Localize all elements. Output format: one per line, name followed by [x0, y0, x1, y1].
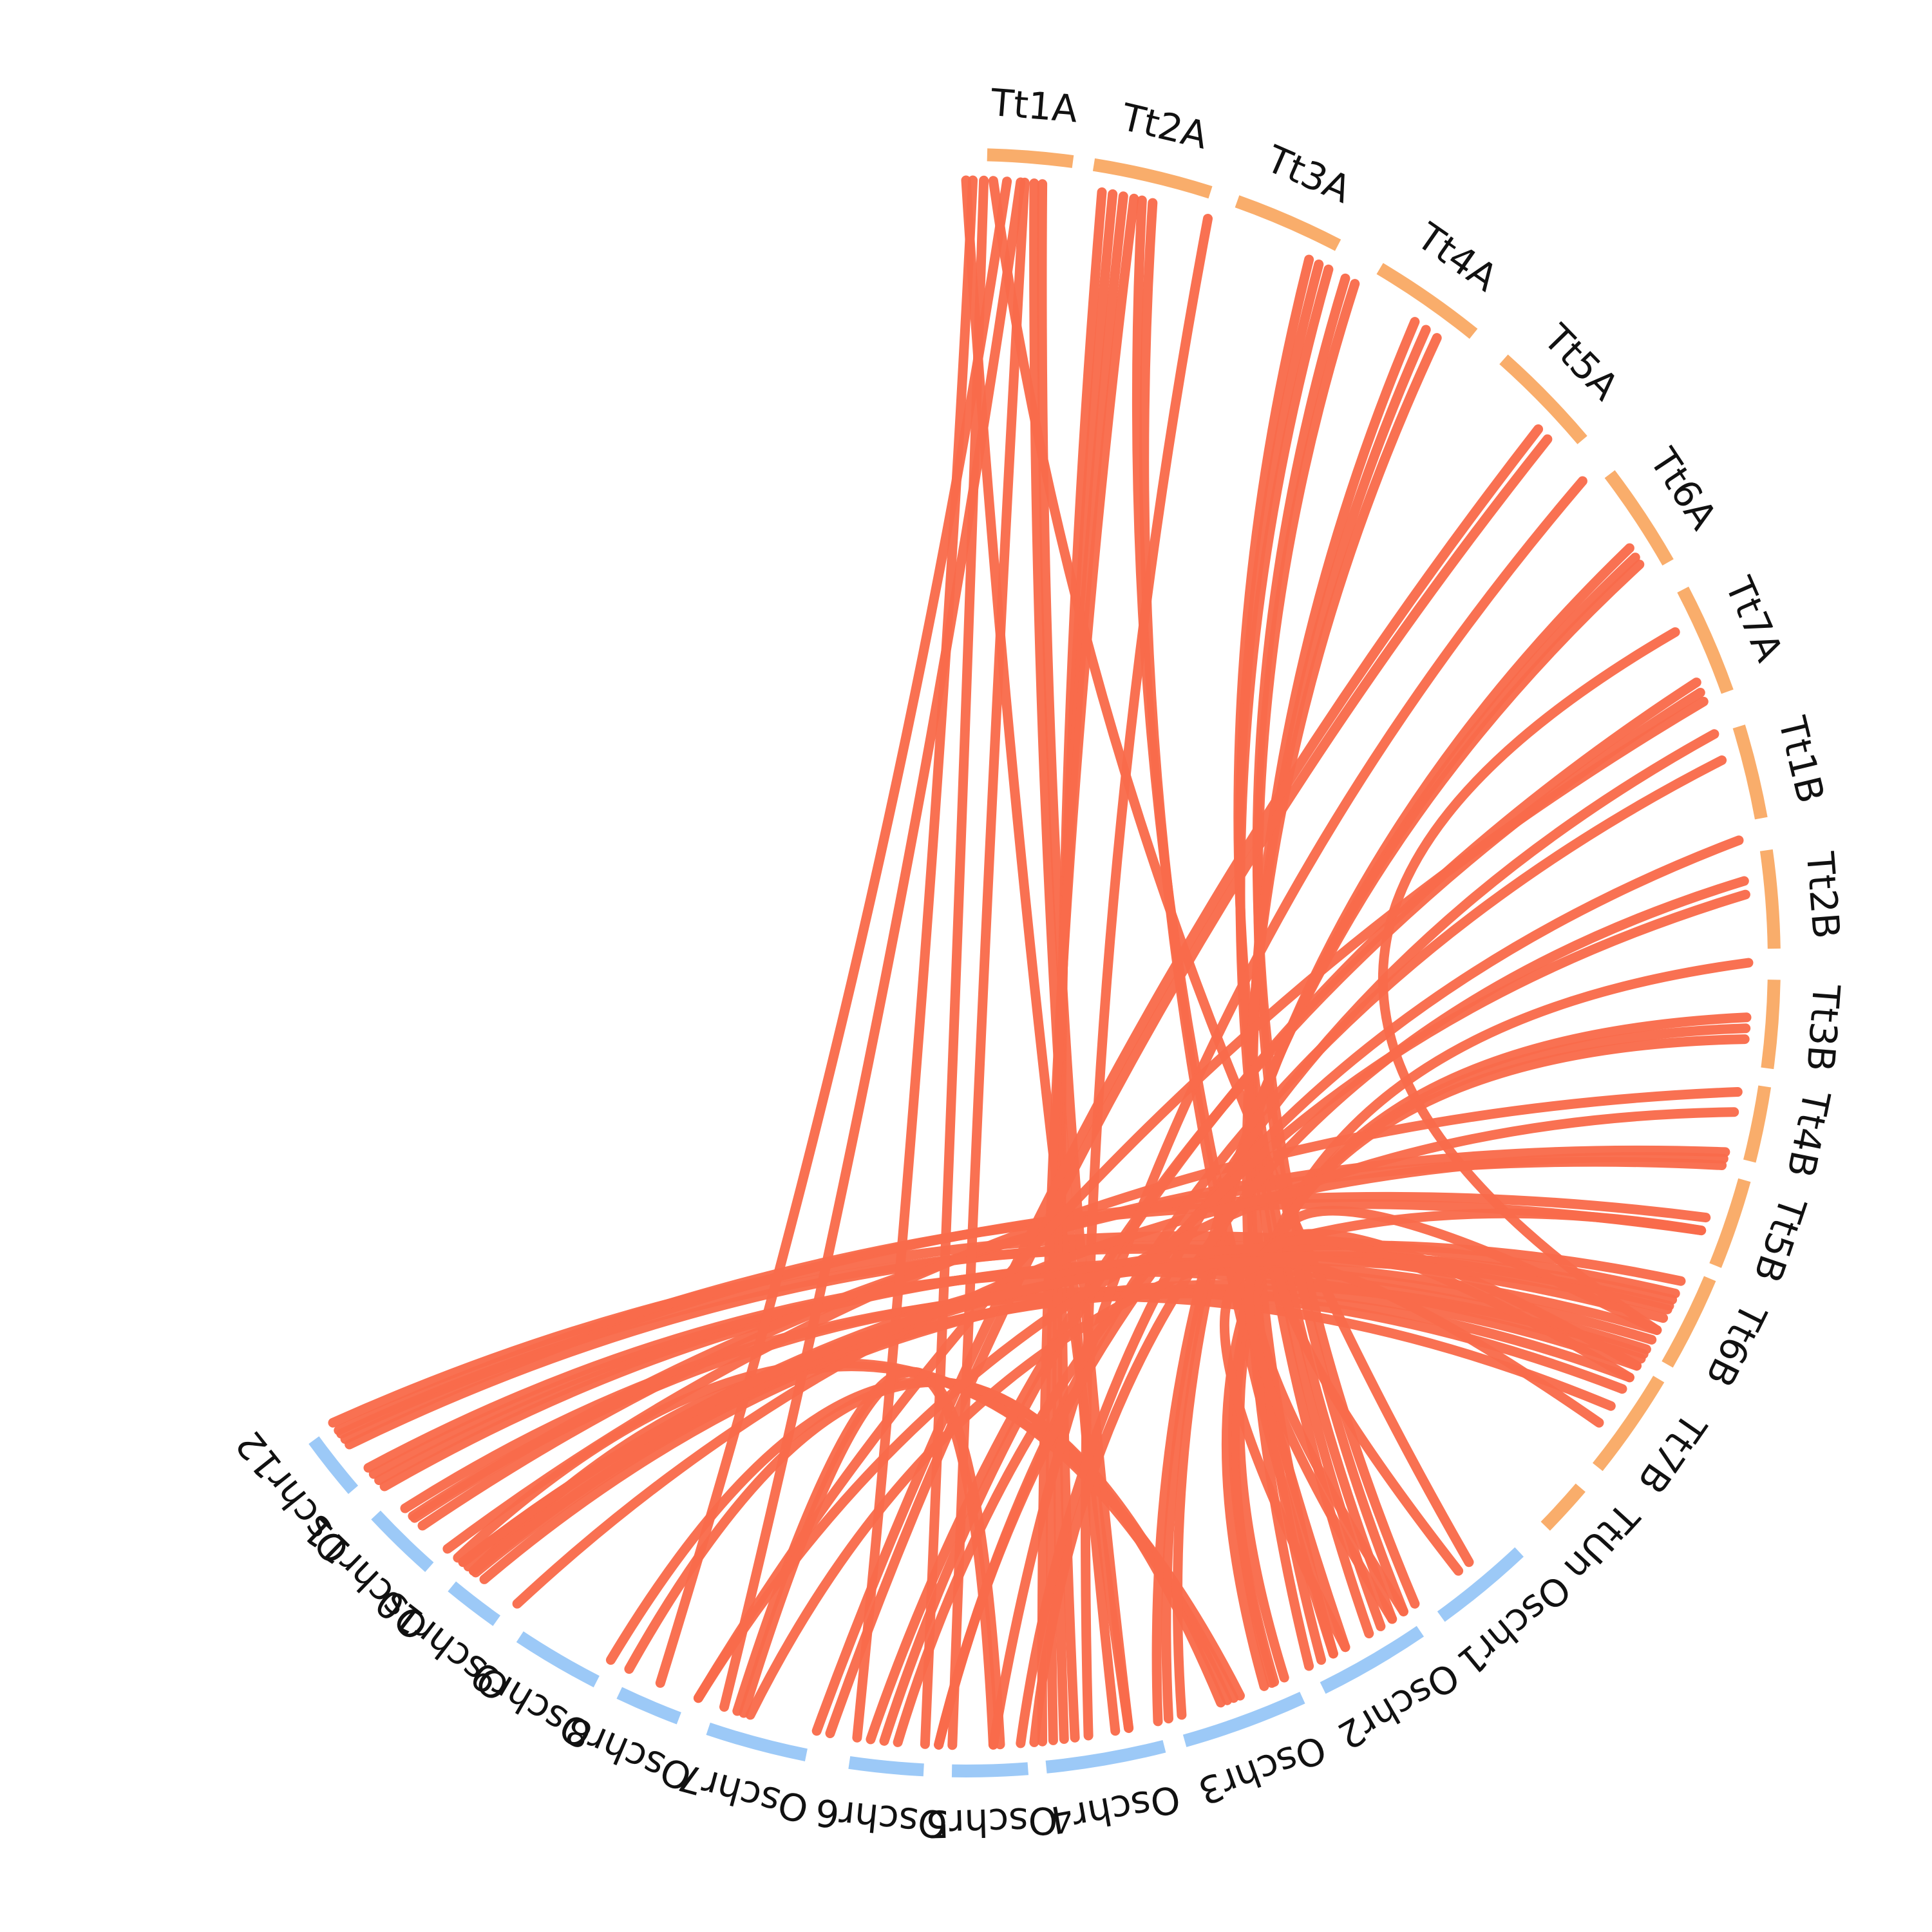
synteny-link-42 [1235, 264, 1374, 1638]
chromosome-segment-oschr7 [706, 1722, 808, 1762]
chromosome-segment-oschr1 [1437, 1547, 1524, 1622]
synteny-link-58 [1016, 729, 1719, 1748]
synteny-link-74 [1219, 1258, 1604, 1653]
synteny-link-62 [893, 889, 1750, 1747]
chromosome-segment-tt5b [1709, 1178, 1751, 1268]
synteny-link-57 [693, 696, 1709, 1703]
chromosome-segment-oschr2 [1320, 1625, 1425, 1694]
synteny-link-48 [811, 424, 1544, 1736]
chromosome-label-tt1a: Tt1A [989, 80, 1079, 131]
chromosome-segment-tt2a [1092, 158, 1213, 199]
chromosome-segment-tt3b [1761, 980, 1781, 1070]
synteny-link-49 [825, 434, 1553, 1738]
chromosome-segment-tt4b [1743, 1085, 1772, 1163]
chromosome-segment-oschr4 [1045, 1740, 1166, 1774]
chromosome-segment-oschr3 [1182, 1692, 1305, 1747]
synteny-links [328, 175, 1754, 1750]
synteny-link-61 [1029, 876, 1749, 1747]
synteny-link-23 [328, 1231, 1680, 1428]
chromosome-segment-tt2b [1759, 849, 1781, 949]
chromosome-segment-ttun [1540, 1483, 1586, 1531]
chromosome-segment-tt6a [1604, 470, 1674, 566]
chromosome-segment-tt5a [1499, 354, 1587, 444]
chromosome-segment-oschr8 [616, 1687, 681, 1725]
chromosome-label-tt3b: Tt3B [1798, 982, 1848, 1073]
chromosome-segment-tt3a [1235, 195, 1341, 251]
chromosome-segment-tt1b [1732, 724, 1768, 820]
chromosome-segment-oschr6 [848, 1756, 924, 1777]
chromosome-segment-oschr10 [448, 1581, 501, 1626]
chromosome-segment-oschr9 [516, 1631, 600, 1688]
chromosome-segment-oschr11 [371, 1510, 434, 1572]
synteny-link-68 [512, 1152, 1728, 1609]
synteny-link-31 [961, 175, 1134, 1733]
chromosome-segments [308, 148, 1781, 1777]
chromosome-segment-oschr5 [951, 1762, 1029, 1777]
chromosome-label-tt2b: Tt2B [1798, 849, 1848, 940]
synteny-link-29 [852, 175, 978, 1743]
chromosome-segment-tt6b [1662, 1276, 1716, 1368]
chromosome-segment-oschr12 [308, 1436, 359, 1494]
synteny-link-30 [920, 175, 989, 1749]
synteny-link-66 [1221, 1034, 1750, 1691]
synteny-link-24 [655, 176, 1012, 1688]
synteny-link-76 [458, 1256, 1672, 1567]
chromosome-segment-tt4a [1376, 263, 1478, 339]
synteny-link-47 [1242, 333, 1442, 1671]
synteny-link-53 [1151, 560, 1645, 1727]
chromosome-segment-tt7a [1677, 586, 1734, 694]
synteny-link-69 [745, 1208, 1707, 1720]
synteny-link-54 [1378, 627, 1680, 1335]
chromosome-segment-tt1a [987, 148, 1074, 168]
synteny-link-71 [1272, 1206, 1662, 1576]
synteny-link-26 [947, 177, 1030, 1750]
chromosome-label-oschr5: Oschr5 [925, 1798, 1058, 1846]
chromosome-segment-tt7b [1592, 1376, 1665, 1472]
synteny-link-15 [363, 1267, 1646, 1473]
